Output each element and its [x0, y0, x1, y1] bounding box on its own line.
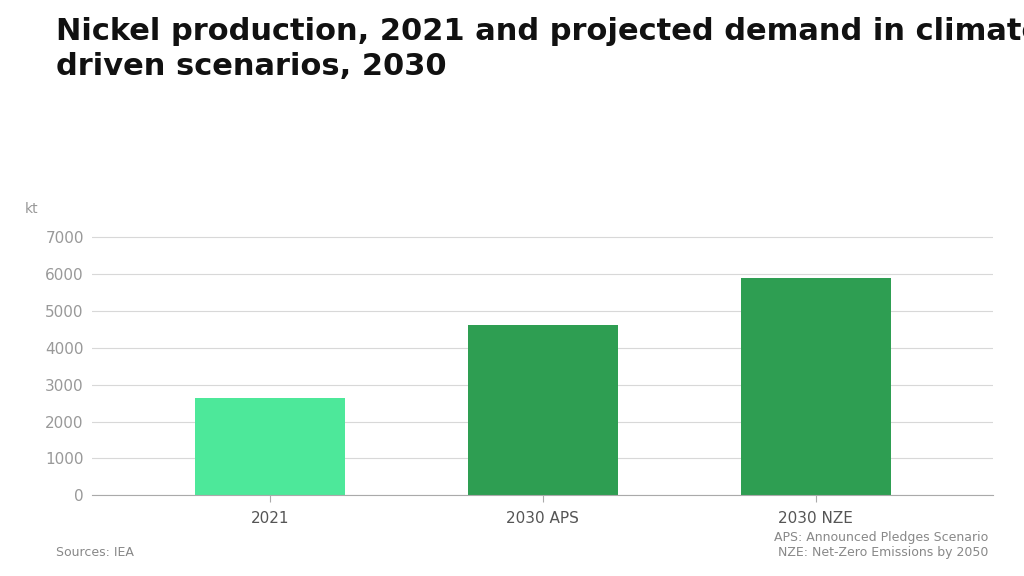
Text: Sources: IEA: Sources: IEA — [56, 545, 134, 559]
Bar — [195, 397, 345, 495]
Text: Nickel production, 2021 and projected demand in climate-
driven scenarios, 2030: Nickel production, 2021 and projected de… — [56, 17, 1024, 81]
Bar — [740, 278, 891, 495]
Bar — [468, 325, 617, 495]
Text: APS: Announced Pledges Scenario
NZE: Net-Zero Emissions by 2050: APS: Announced Pledges Scenario NZE: Net… — [774, 530, 988, 559]
Text: kt: kt — [25, 202, 38, 216]
